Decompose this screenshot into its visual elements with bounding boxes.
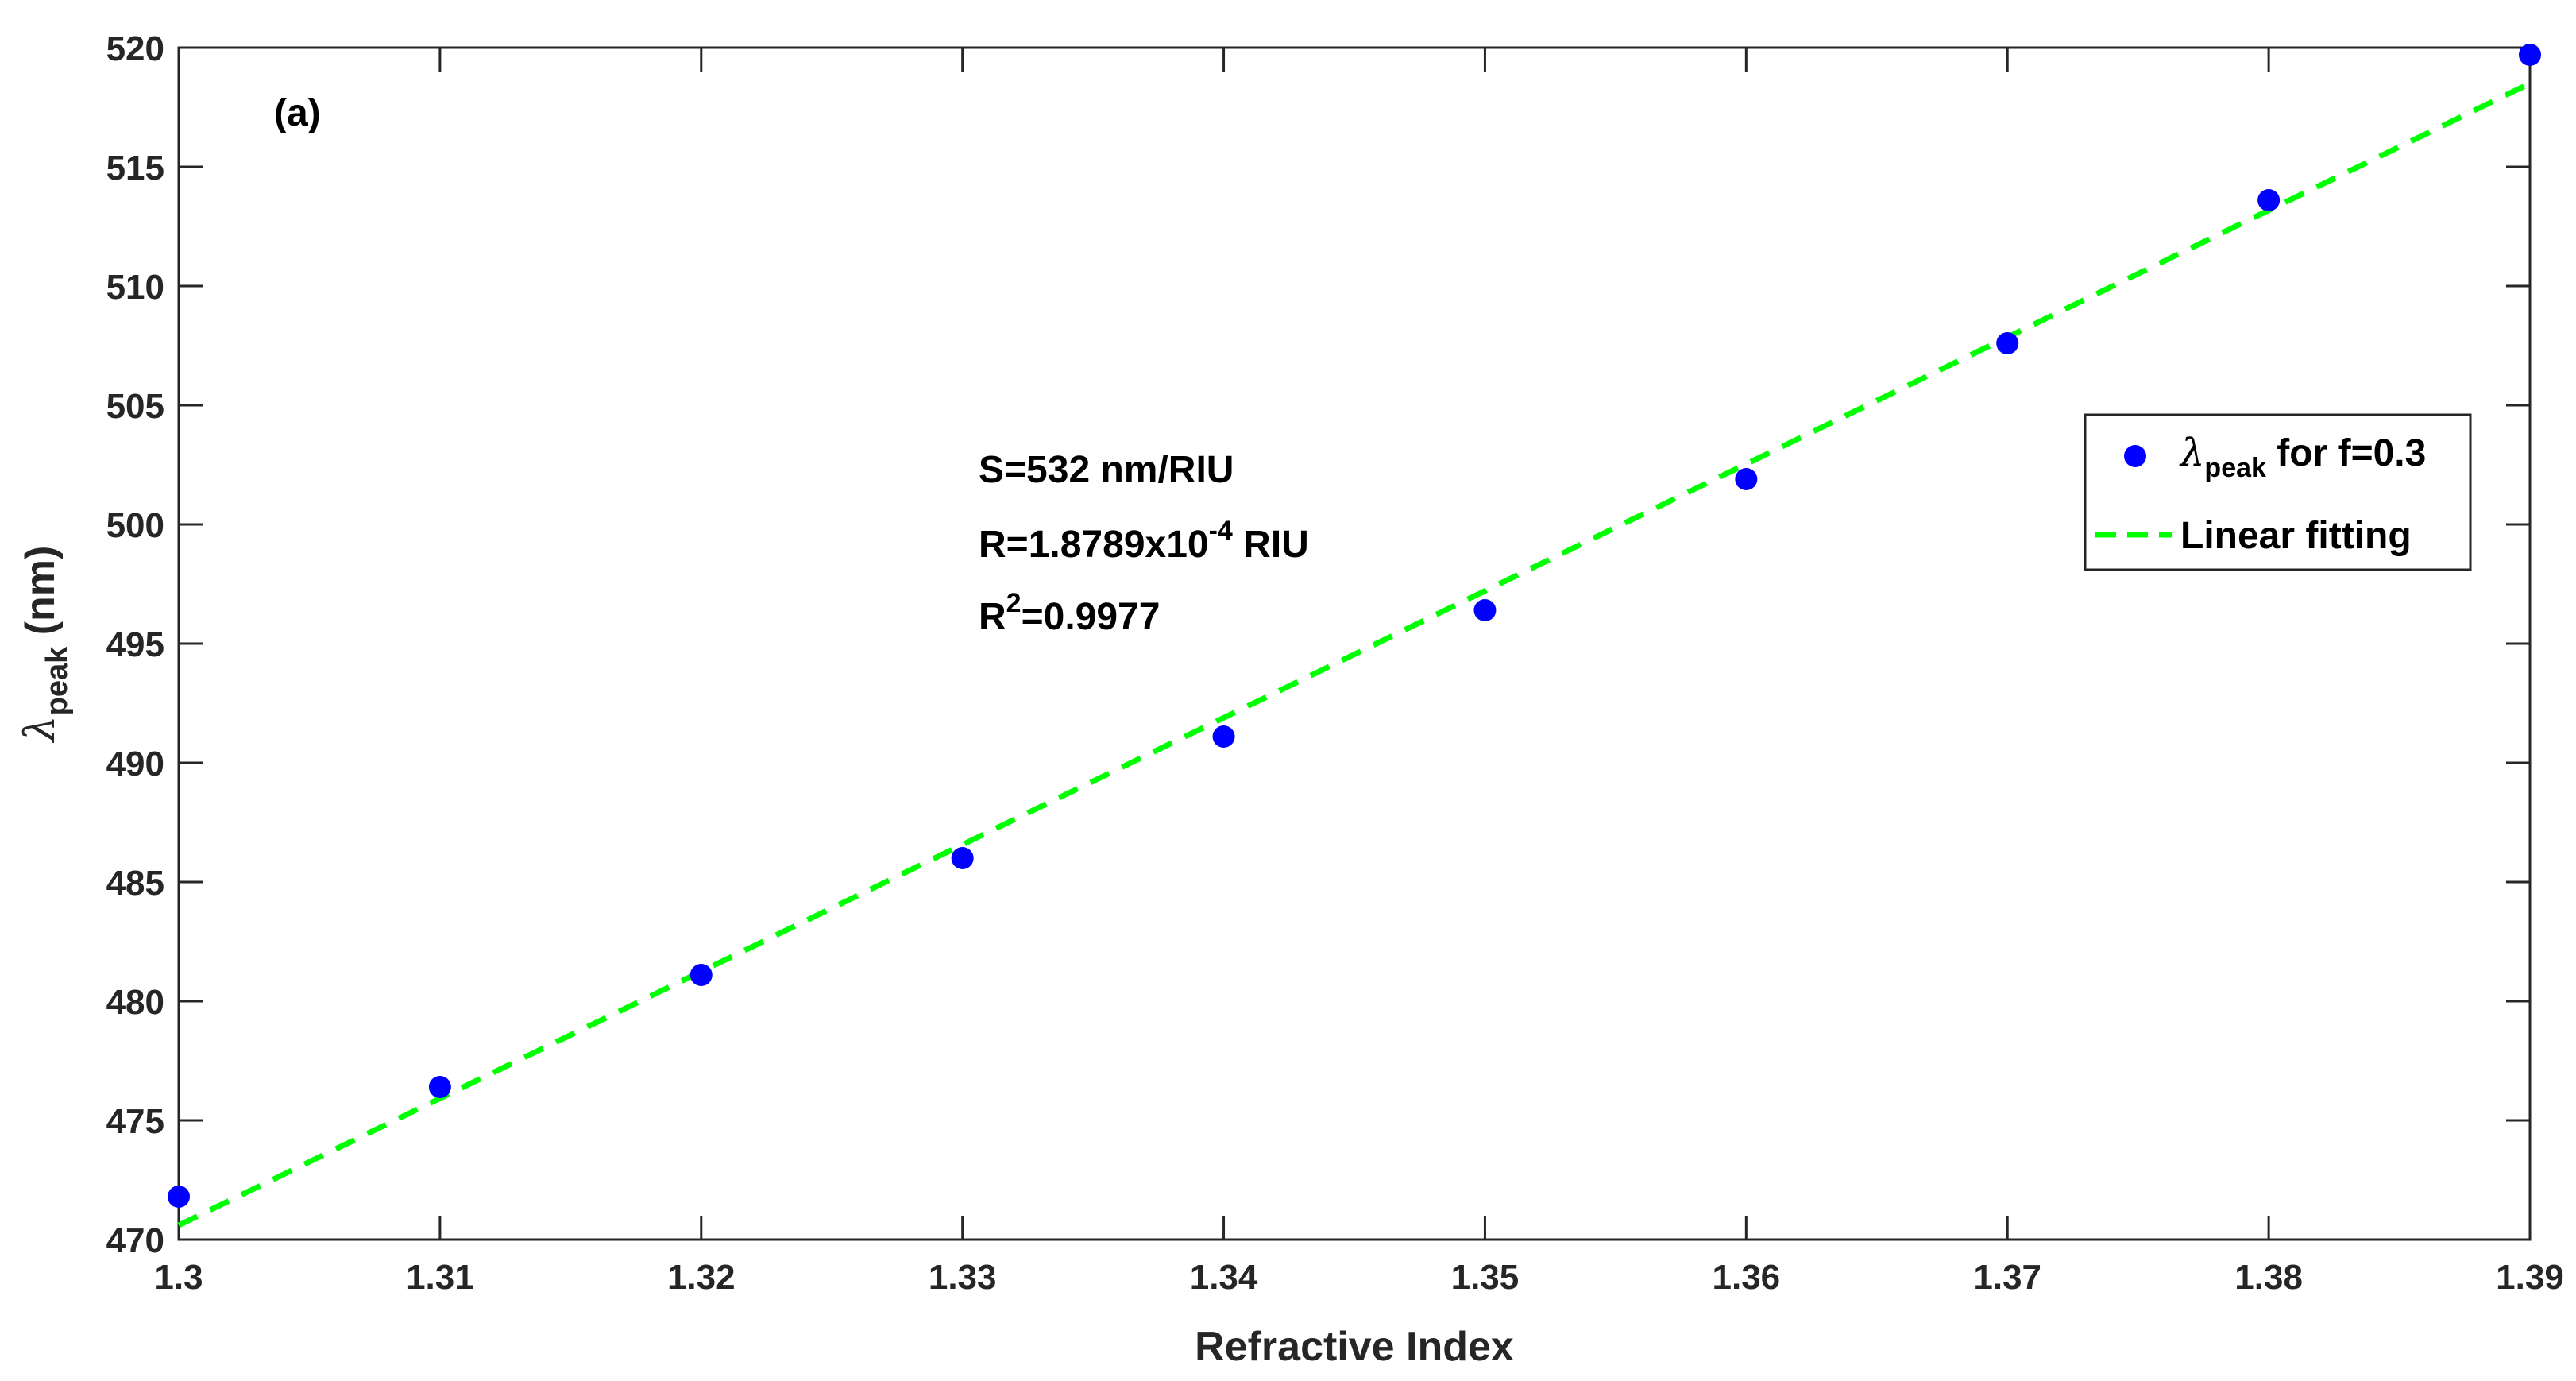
- x-axis-ticks: 1.3 1.31 1.32 1.33 1.34 1.35 1.36 1.37 1.38 1.39: [154, 48, 2564, 1297]
- legend-entry-points-symbol: λ: [2179, 431, 2204, 475]
- y-tick-label: 500: [106, 506, 164, 545]
- x-tick-label: 1.3: [154, 1258, 203, 1297]
- linear-fit-line: [177, 80, 2532, 1228]
- y-tick-label: 495: [106, 625, 164, 664]
- x-tick-label: 1.34: [1190, 1258, 1258, 1297]
- y-axis-title-unit: (nm): [17, 546, 64, 647]
- r-squared-annotation: R2=0.9977: [979, 588, 1160, 638]
- resolution-annotation-unit: RIU: [1233, 524, 1309, 566]
- data-point: [1473, 599, 1497, 621]
- y-tick-label: 490: [106, 745, 164, 783]
- y-axis-title: λpeak (nm): [17, 546, 74, 744]
- data-point: [689, 964, 713, 986]
- legend-entry-points: λpeak for f=0.3: [2179, 431, 2426, 483]
- data-point: [1996, 332, 2019, 354]
- data-point: [1212, 725, 1235, 748]
- data-point: [168, 1186, 190, 1208]
- r-squared-annotation-value: =0.9977: [1022, 596, 1161, 638]
- legend: λpeak for f=0.3 Linear fitting: [2084, 413, 2472, 571]
- x-tick-label: 1.36: [1713, 1258, 1781, 1297]
- data-point: [428, 1076, 451, 1098]
- x-tick-label: 1.39: [2496, 1258, 2564, 1297]
- legend-marker-dot: [2124, 445, 2146, 467]
- r-squared-annotation-exponent: 2: [1006, 588, 1022, 618]
- legend-box: [2084, 413, 2472, 571]
- sensitivity-annotation: S=532 nm/RIU: [979, 449, 1234, 491]
- x-tick-label: 1.37: [1973, 1258, 2041, 1297]
- y-tick-label: 485: [106, 864, 164, 903]
- plot-area: [177, 46, 2532, 1241]
- x-tick-label: 1.32: [667, 1258, 736, 1297]
- resolution-annotation-text: R=1.8789x10: [979, 524, 1209, 566]
- resolution-annotation-exponent: -4: [1209, 516, 1233, 546]
- x-tick-label: 1.33: [929, 1258, 997, 1297]
- y-tick-label: 515: [106, 149, 164, 188]
- data-points: [168, 44, 2541, 1208]
- y-axis-title-subscript: peak: [41, 646, 74, 715]
- x-axis-title: Refractive Index: [1195, 1324, 1514, 1370]
- x-tick-label: 1.38: [2234, 1258, 2303, 1297]
- data-point: [1735, 468, 1758, 490]
- y-tick-label: 470: [106, 1221, 164, 1260]
- y-axis-ticks: 470 475 480 485 490 495 500 505 510 515 520: [106, 29, 2530, 1260]
- legend-entry-points-text: for f=0.3: [2266, 432, 2426, 474]
- panel-label: (a): [274, 92, 321, 134]
- y-axis-title-symbol: λ: [17, 715, 64, 743]
- y-tick-label: 510: [106, 268, 164, 307]
- x-tick-label: 1.35: [1451, 1258, 1520, 1297]
- data-point: [2257, 189, 2281, 211]
- annotations: S=532 nm/RIU R=1.8789x10-4 RIU R2=0.9977: [979, 449, 1309, 638]
- y-tick-label: 505: [106, 387, 164, 426]
- y-tick-label: 520: [106, 29, 164, 68]
- resolution-annotation: R=1.8789x10-4 RIU: [979, 516, 1309, 566]
- y-tick-label: 475: [106, 1102, 164, 1141]
- legend-entry-points-subscript: peak: [2204, 453, 2266, 483]
- y-tick-label: 480: [106, 983, 164, 1022]
- data-point: [2519, 44, 2541, 66]
- data-point: [951, 847, 974, 869]
- x-tick-label: 1.31: [406, 1258, 474, 1297]
- r-squared-annotation-text: R: [979, 596, 1006, 638]
- legend-entry-fit: Linear fitting: [2180, 515, 2412, 557]
